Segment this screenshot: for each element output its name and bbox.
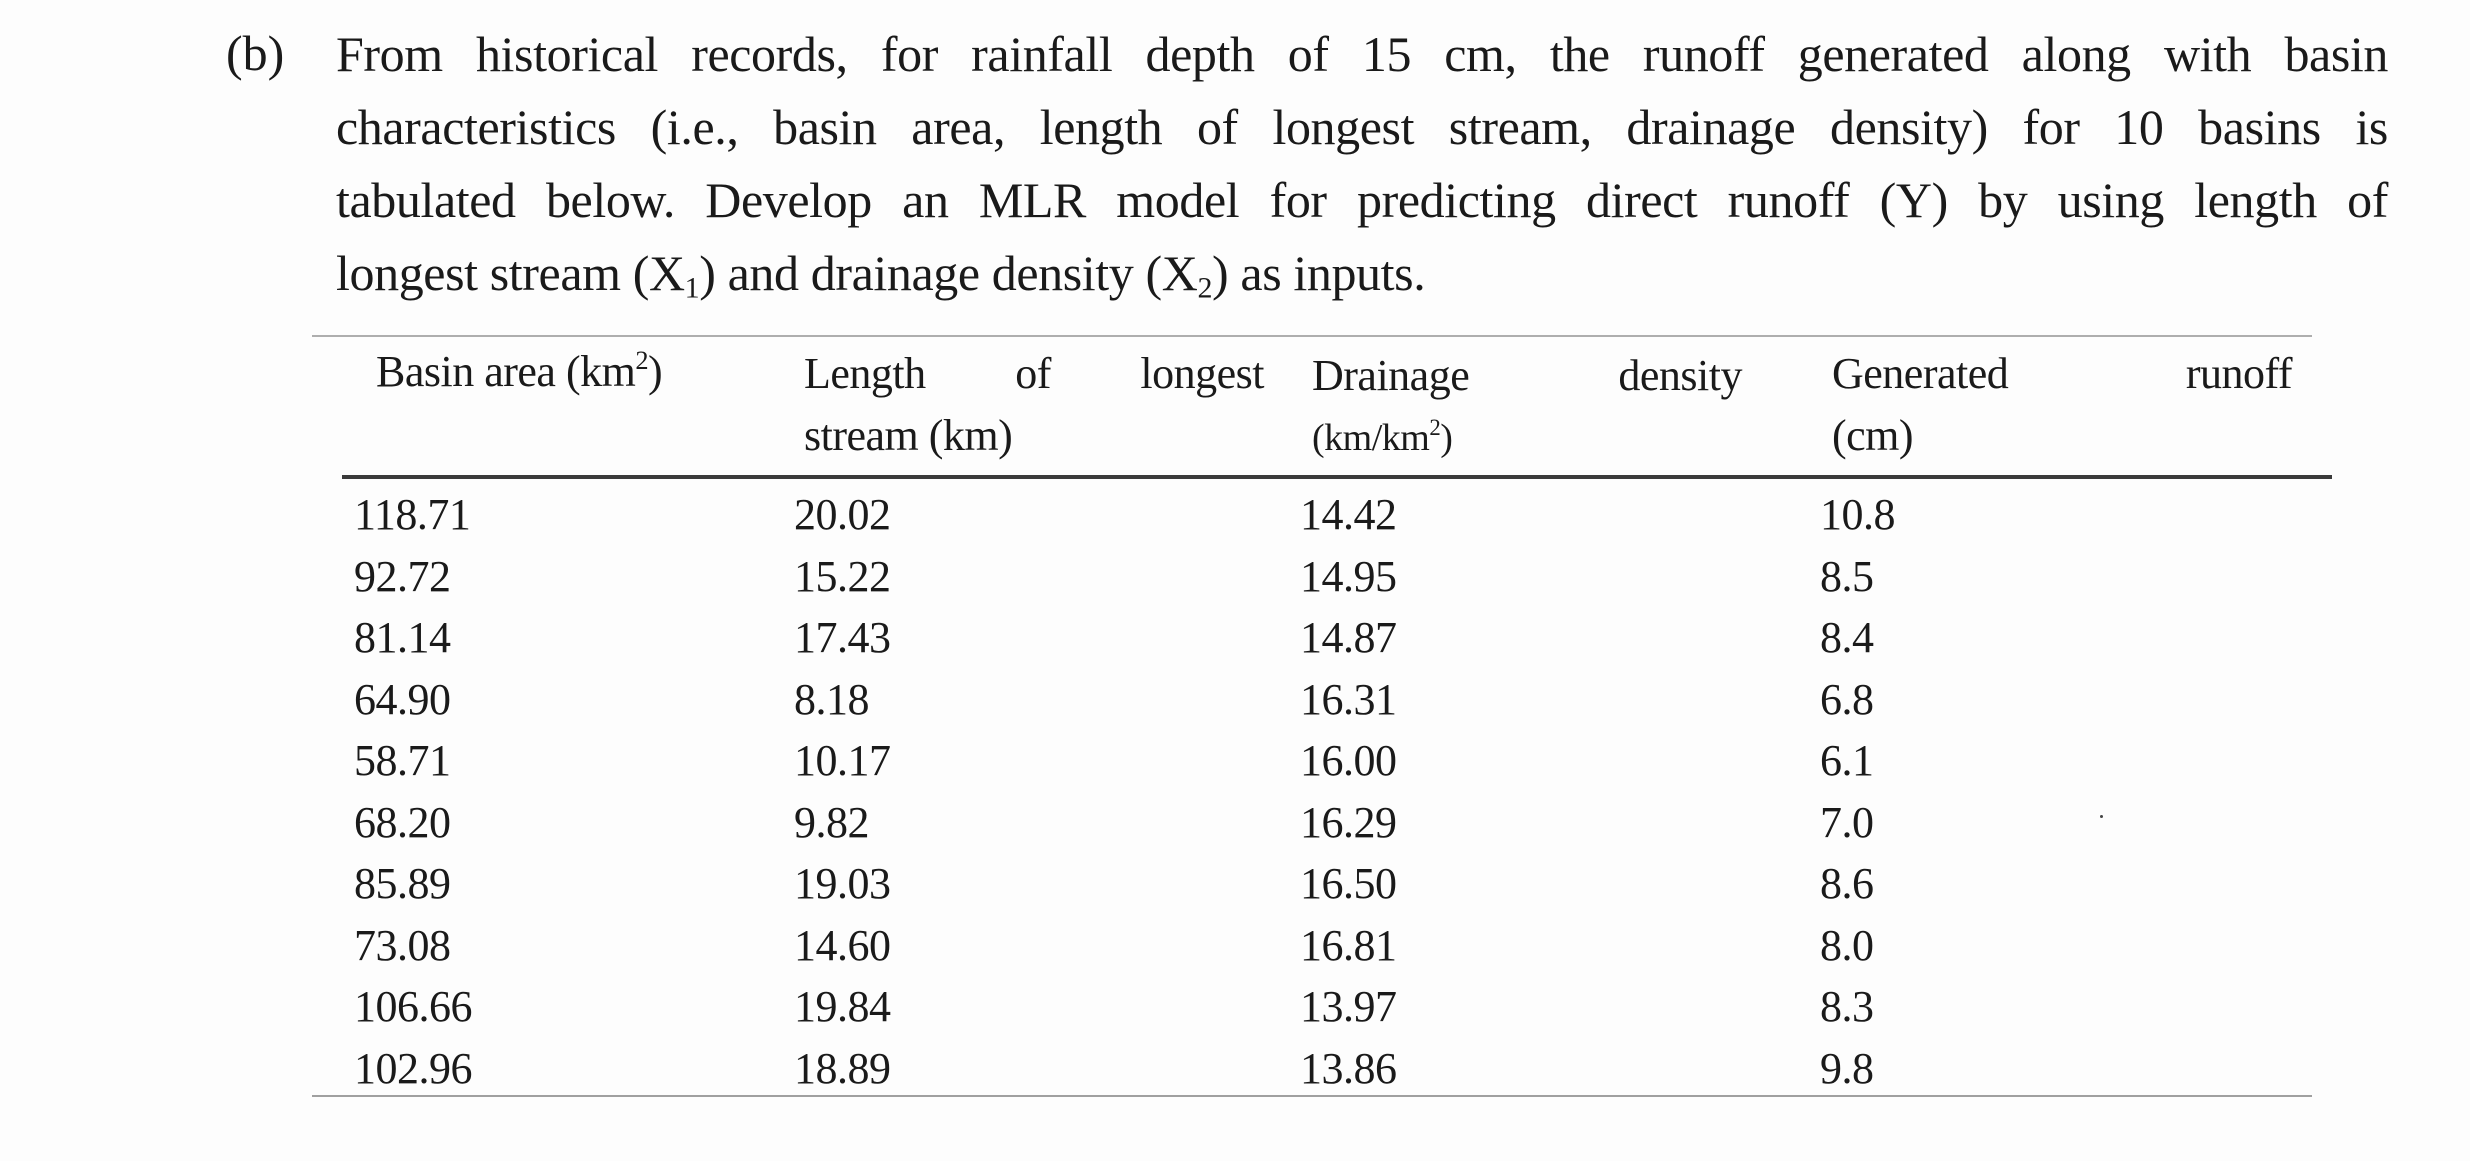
cell-runoff: 8.6: [1820, 859, 1874, 908]
cell-stream-length: 17.43: [794, 613, 891, 662]
cell-runoff: 6.1: [1820, 736, 1874, 785]
question-line-3: tabulated below. Develop an MLR model fo…: [336, 172, 2388, 228]
cell-basin-area: 64.90: [354, 674, 451, 724]
cell-basin-area: 68.20: [354, 797, 451, 847]
cell-stream-length: 19.03: [794, 859, 891, 908]
header-word: Length: [804, 349, 926, 398]
cell-drainage-density: 14.42: [1300, 490, 1397, 539]
question-line-1: From historical records, for rainfall de…: [336, 26, 2388, 82]
cell-drainage-density: 16.81: [1300, 920, 1397, 970]
header-generated-runoff: Generated runoff (cm): [1832, 343, 2293, 467]
subscript-x1: 1: [684, 271, 700, 305]
table-row: 102.96 18.89 13.86 9.8: [312, 1039, 2312, 1101]
cell-basin-area: 92.72: [354, 551, 451, 601]
cell-runoff: 8.5: [1820, 551, 1874, 601]
cell-drainage-density: 16.50: [1300, 859, 1397, 908]
header-length-longest-stream: Length of longest stream (km): [804, 343, 1264, 467]
cell-stream-length: 19.84: [794, 982, 891, 1031]
cell-drainage-density: 13.86: [1300, 1043, 1397, 1093]
cell-drainage-density: 13.97: [1300, 982, 1397, 1031]
table-row: 64.90 8.18 16.31 6.8: [312, 670, 2312, 732]
cell-stream-length: 20.02: [794, 490, 891, 539]
cell-basin-area: 81.14: [354, 613, 451, 662]
superscript: 2: [635, 344, 649, 375]
header-text: ): [648, 347, 663, 396]
cell-stream-length: 18.89: [794, 1043, 891, 1093]
question-line-4-part: longest stream (X: [336, 245, 685, 301]
table-row: 92.72 15.22 14.95 8.5: [312, 547, 2312, 609]
header-line-2: stream (km): [804, 411, 1013, 460]
cell-runoff: 8.4: [1820, 613, 1874, 662]
table-row: 106.66 19.84 13.97 8.3: [312, 977, 2312, 1039]
table-row: 118.71 20.02 14.42 10.8: [312, 485, 2312, 547]
cell-basin-area: 106.66: [354, 982, 473, 1031]
header-text: (km/km: [1312, 417, 1430, 459]
table-top-rule: [312, 335, 2312, 337]
table-row: 68.20 9.82 16.29 7.0: [312, 793, 2312, 855]
cell-stream-length: 9.82: [794, 797, 870, 847]
cell-runoff: 8.0: [1820, 920, 1874, 970]
table-bottom-rule: [312, 1095, 2312, 1097]
header-text: Basin area (km: [376, 347, 636, 396]
superscript: 2: [1429, 415, 1441, 441]
cell-basin-area: 85.89: [354, 859, 451, 908]
header-word: runoff: [2185, 349, 2293, 398]
cell-runoff: 9.8: [1820, 1043, 1874, 1093]
table-row: 73.08 14.60 16.81 8.0: [312, 916, 2312, 978]
cell-basin-area: 118.71: [354, 490, 471, 539]
cell-stream-length: 8.18: [794, 674, 870, 724]
cell-drainage-density: 14.87: [1300, 613, 1397, 662]
header-line-2: (cm): [1832, 411, 1914, 460]
cell-runoff: 6.8: [1820, 674, 1874, 724]
cell-basin-area: 58.71: [354, 736, 451, 785]
header-line-2: (km/km2): [1312, 407, 2042, 469]
header-word: Drainage: [1312, 351, 1470, 400]
cell-stream-length: 15.22: [794, 551, 891, 601]
header-text: ): [1440, 417, 1453, 459]
question-label: (b): [226, 25, 285, 81]
question-line-4-part: ) and drainage density (X: [699, 245, 1198, 301]
cell-basin-area: 73.08: [354, 920, 451, 970]
cell-runoff: 10.8: [1820, 490, 1896, 539]
header-word: of: [1015, 349, 1051, 398]
question-text: From historical records, for rainfall de…: [336, 18, 2388, 310]
header-line-1: Generated runoff: [1832, 343, 2293, 405]
header-word: longest: [1140, 349, 1264, 398]
cell-drainage-density: 14.95: [1300, 551, 1397, 601]
cell-drainage-density: 16.29: [1300, 797, 1397, 847]
cell-drainage-density: 16.31: [1300, 674, 1397, 724]
question-line-4-part: ) as inputs.: [1212, 245, 1426, 301]
table-header-rule: [342, 475, 2332, 479]
header-basin-area: Basin area (km2): [376, 341, 663, 403]
question-line-2: characteristics (i.e., basin area, lengt…: [336, 99, 2388, 155]
header-word: density: [1618, 351, 1742, 400]
header-word: Generated: [1832, 349, 2009, 398]
question-line-4: longest stream (X1) and drainage density…: [336, 237, 2388, 310]
cell-runoff: 8.3: [1820, 982, 1874, 1031]
cell-runoff: 7.0: [1820, 797, 1874, 847]
cell-stream-length: 14.60: [794, 920, 891, 970]
cell-stream-length: 10.17: [794, 736, 891, 785]
cell-basin-area: 102.96: [354, 1043, 473, 1093]
header-line-1: Drainage density: [1312, 345, 1742, 407]
table-row: 81.14 17.43 14.87 8.4: [312, 608, 2312, 670]
cell-drainage-density: 16.00: [1300, 736, 1397, 785]
subscript-x2: 2: [1197, 271, 1213, 305]
table-row: 85.89 19.03 16.50 8.6: [312, 854, 2312, 916]
table-row: 58.71 10.17 16.00 6.1: [312, 731, 2312, 793]
header-line-1: Length of longest: [804, 343, 1264, 405]
table-body: 118.71 20.02 14.42 10.8 92.72 15.22 14.9…: [312, 485, 2312, 1100]
header-drainage-density: Drainage density (km/km2): [1312, 345, 2042, 469]
scan-speck: [2100, 815, 2103, 818]
